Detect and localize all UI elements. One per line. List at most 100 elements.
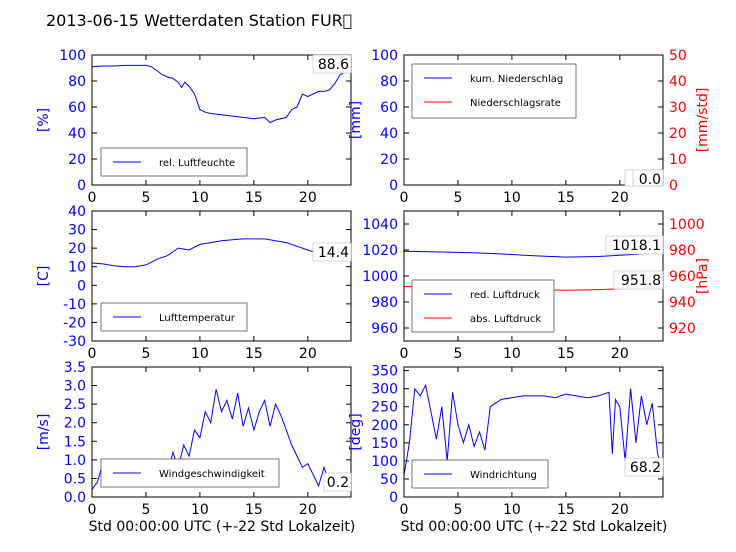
pressure-value-label-1: 951.8	[621, 273, 661, 289]
precipitation-ytick-right-label: 20	[669, 126, 687, 142]
wind-direction-panel: 0 5 10 15 20050100150200250300350[deg]Windri…	[348, 364, 664, 518]
precipitation-panel: 0 5 10 15 20 0 20 40 60 80 100 0 10 20 30 40 50 [mm] [mm/s…	[348, 48, 711, 206]
wind-direction-xtick-label: 5	[453, 502, 462, 518]
temperature-value-label-0: 14.4	[318, 245, 349, 261]
precipitation-ytick-right-label: 40	[669, 74, 687, 90]
temperature-frame	[91, 210, 352, 342]
wind-direction-ytick-label: 100	[371, 454, 398, 470]
precipitation-value-label-1: 0.0	[639, 172, 661, 188]
precipitation-frame	[403, 54, 664, 186]
wind-speed-xtick-label: 15	[245, 502, 263, 518]
wind-speed-ytick-label: 0.0	[64, 490, 86, 506]
pressure-legend	[411, 279, 555, 333]
precipitation-ytick-right-label: 30	[669, 100, 687, 116]
pressure-ytick-right-label: 920	[669, 321, 696, 337]
wind-direction-ylabel: [deg]	[348, 413, 364, 450]
precipitation-value-box-1	[632, 169, 664, 187]
right-xlabel: Std 00:00:00 UTC (+-22 Std Lokalzeit)	[401, 519, 668, 535]
pressure-xtick-label: 5	[453, 346, 462, 362]
wind-speed-xtick-label: 0	[88, 502, 97, 518]
wind-direction-ytick-label: 250	[371, 400, 398, 416]
temperature-xtick-label: 15	[245, 346, 263, 362]
precipitation-xtick-label: 0	[400, 190, 409, 206]
wind-direction-legend-label-0: Windrichtung	[470, 470, 537, 481]
pressure-legend-label-1: abs. Luftdruck	[470, 314, 541, 325]
wind-direction-ytick-label: 200	[371, 418, 398, 434]
pressure-xtick-label: 10	[503, 346, 521, 362]
left-xlabel: Std 00:00:00 UTC (+-22 Std Lokalzeit)	[89, 519, 356, 535]
wind-speed-ytick-label: 1.0	[64, 453, 86, 469]
wind-direction-xtick-label: 10	[503, 502, 521, 518]
temperature-ytick-label: 20	[68, 241, 86, 257]
wind-direction-frame	[403, 366, 664, 498]
pressure-value-box-0	[605, 235, 664, 255]
precipitation-ytick-right-label: 50	[669, 48, 687, 64]
pressure-ytick-label: 1000	[362, 269, 398, 285]
pressure-ytick-right-label: 960	[669, 269, 696, 285]
wind-direction-ytick-label: 50	[380, 472, 398, 488]
precipitation-ytick-right-label: 10	[669, 152, 687, 168]
pressure-xtick-label: 15	[557, 346, 575, 362]
pressure-series-0	[403, 250, 664, 258]
figure-title: 2013-06-15 Wetterdaten Station FUR 	[46, 11, 352, 30]
wind-speed-legend-label-0: Windgeschwindigkeit	[159, 469, 265, 480]
precipitation-ylabel: [mm]	[348, 101, 364, 139]
humidity-value-label-0: 88.6	[318, 57, 349, 73]
pressure-ytick-right-label: 980	[669, 243, 696, 259]
wind-speed-xtick-label: 10	[191, 502, 209, 518]
pressure-ylabel-right: [hPa]	[695, 258, 711, 294]
wind-direction-xtick-label: 15	[557, 502, 575, 518]
wind-speed-value-box-0	[323, 472, 352, 492]
temperature-ylabel: [C]	[36, 266, 52, 287]
wind-speed-frame	[91, 366, 352, 498]
precipitation-legend	[411, 63, 577, 119]
precipitation-legend-label-0: kum. Niederschlag	[470, 74, 563, 85]
temperature-xtick-label: 5	[141, 346, 150, 362]
humidity-ylabel: [%]	[36, 108, 52, 132]
wind-direction-series-0	[403, 383, 664, 476]
temperature-ytick-label: 10	[68, 260, 86, 276]
temperature-ytick-label: -20	[63, 315, 86, 331]
humidity-xtick-label: 20	[299, 190, 317, 206]
temperature-value-box-0	[312, 242, 352, 262]
wind-speed-xtick-label: 20	[299, 502, 317, 518]
precipitation-ytick-label: 0	[389, 178, 398, 194]
humidity-xtick-label: 15	[245, 190, 263, 206]
wind-speed-panel: 0 5 10 15 20 0.0 0.5 1.0 1.5 2.0 2.5 3.0 3.5 [m/s] Win…	[36, 360, 352, 518]
wind-direction-ytick-label: 350	[371, 364, 398, 380]
temperature-panel: 0 5 10 15 20 -30 -20 -10 0 10 20 30 40 [C] Lufttempera…	[36, 204, 352, 362]
precipitation-ytick-label: 100	[371, 48, 398, 64]
wind-speed-ytick-label: 2.5	[64, 397, 86, 413]
humidity-panel: 0 5 10 15 20 0 20 40 60 80 100 [%] rel. Luftfeuchte 8…	[36, 48, 352, 206]
humidity-xtick-label: 10	[191, 190, 209, 206]
precipitation-xtick-label: 15	[557, 190, 575, 206]
precipitation-xtick-label: 10	[503, 190, 521, 206]
pressure-ytick-right-label: 1000	[669, 217, 705, 233]
humidity-xtick-label: 5	[141, 190, 150, 206]
humidity-xtick-label: 0	[88, 190, 97, 206]
humidity-ytick-label: 0	[77, 178, 86, 194]
precipitation-legend-label-1: Niederschlagsrate	[470, 98, 561, 109]
wind-direction-xtick-label: 0	[400, 502, 409, 518]
humidity-ytick-label: 60	[68, 100, 86, 116]
pressure-value-label-0: 1018.1	[612, 238, 661, 254]
wind-direction-ytick-label: 150	[371, 436, 398, 452]
wind-direction-ytick-label: 0	[389, 490, 398, 506]
pressure-legend-label-0: red. Luftdruck	[470, 290, 540, 301]
pressure-panel: 0 5 10 15 20 960 980 1000 1020 1040 920 940 960 980 10…	[362, 210, 711, 362]
pressure-ytick-label: 1040	[362, 217, 398, 233]
temperature-xtick-label: 10	[191, 346, 209, 362]
wind-speed-ytick-label: 1.5	[64, 434, 86, 450]
pressure-ytick-right-label: 940	[669, 295, 696, 311]
temperature-ytick-label: -30	[63, 334, 86, 350]
pressure-xtick-label: 20	[611, 346, 629, 362]
humidity-legend-label-0: rel. Luftfeuchte	[159, 158, 235, 169]
temperature-xtick-label: 0	[88, 346, 97, 362]
wind-direction-ytick-label: 300	[371, 382, 398, 398]
wind-direction-xtick-label: 20	[611, 502, 629, 518]
pressure-ytick-label: 1020	[362, 243, 398, 259]
wind-speed-ytick-label: 3.0	[64, 379, 86, 395]
humidity-ytick-label: 20	[68, 152, 86, 168]
temperature-ytick-label: 40	[68, 204, 86, 220]
